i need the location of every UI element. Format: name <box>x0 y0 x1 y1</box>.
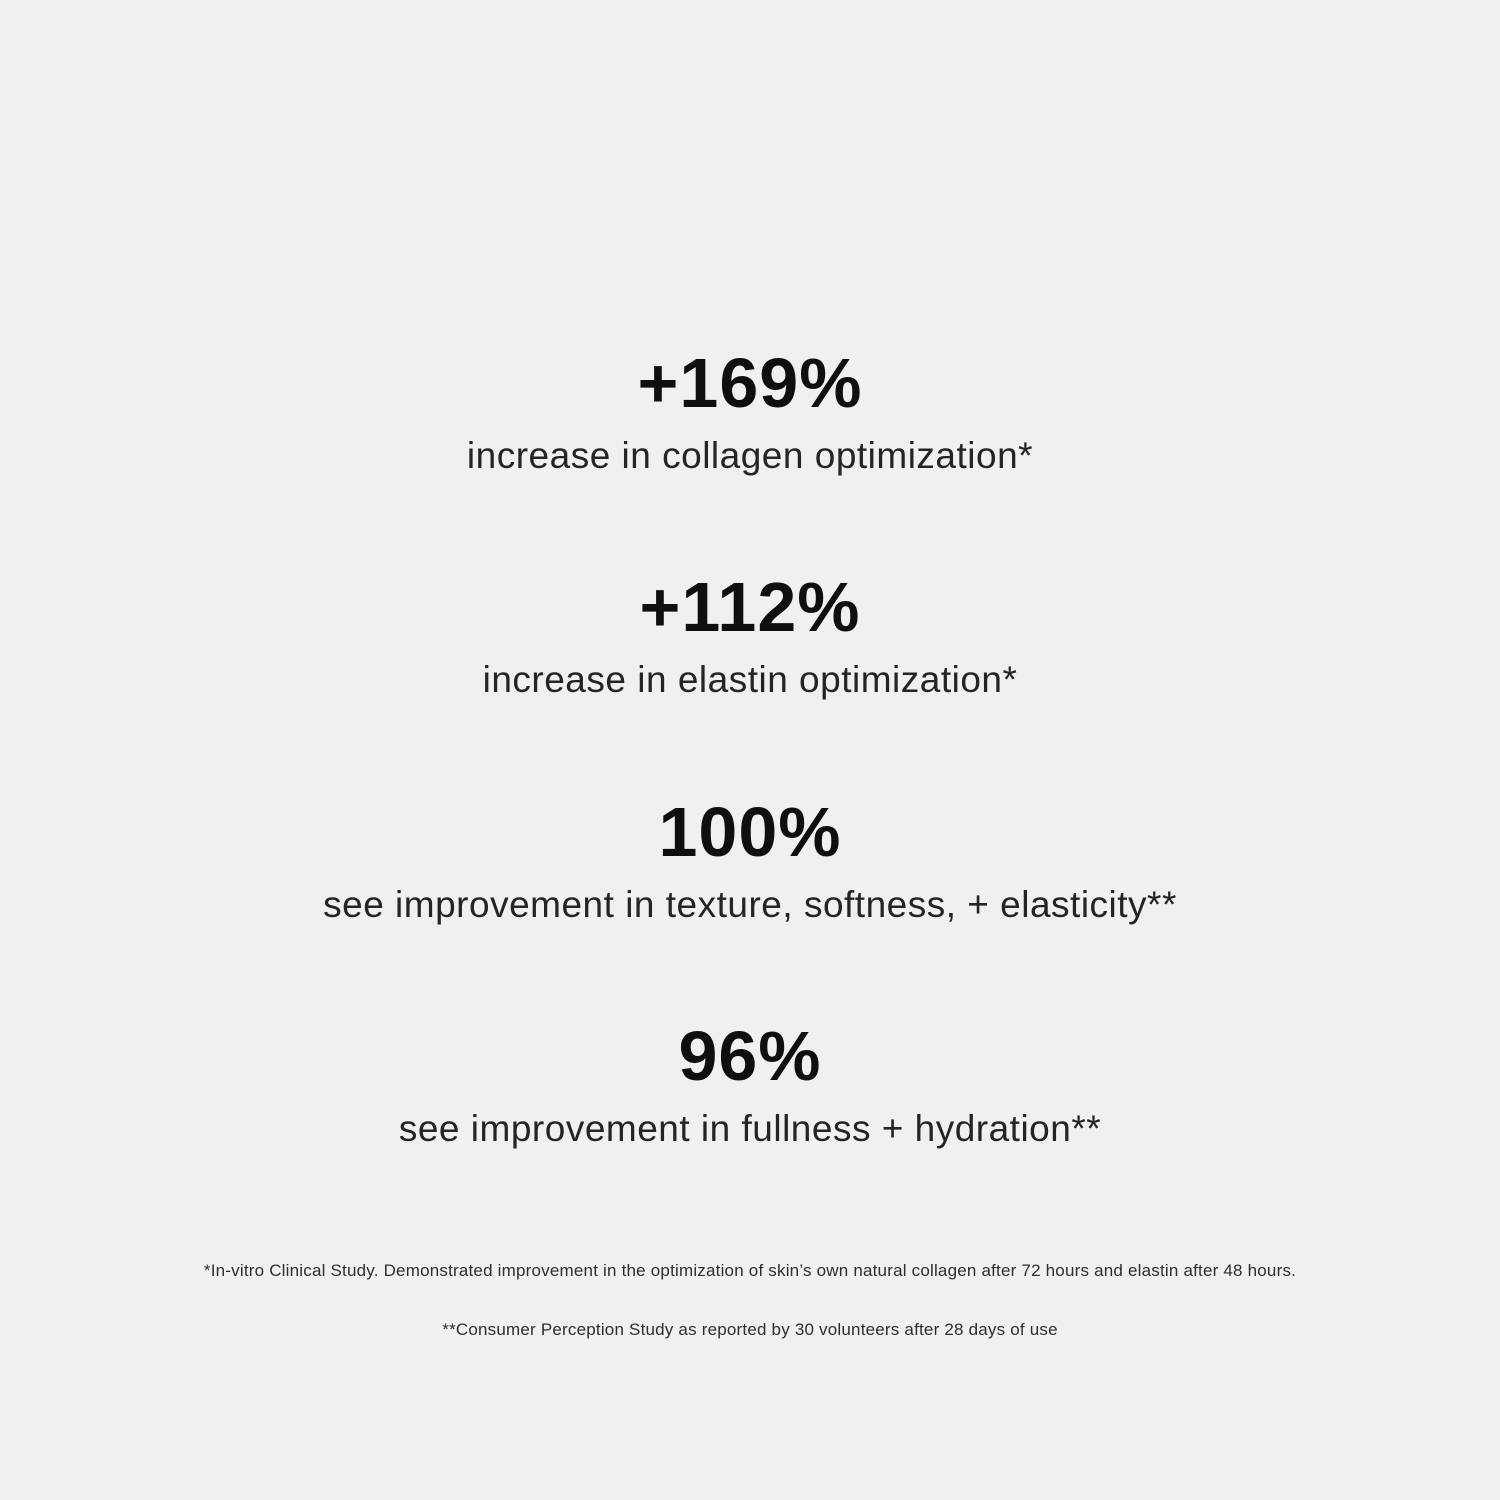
stat-value-texture: 100% <box>658 792 842 871</box>
stat-value-fullness: 96% <box>678 1017 822 1096</box>
stats-section: +169% increase in collagen optimization*… <box>0 348 1500 1152</box>
stat-label-collagen: increase in collagen optimization* <box>466 435 1034 476</box>
footnote-clinical-study: *In-vitro Clinical Study. Demonstrated i… <box>203 1260 1297 1280</box>
footnotes-section: *In-vitro Clinical Study. Demonstrated i… <box>0 1260 1500 1341</box>
stat-label-texture: see improvement in texture, softness, + … <box>323 883 1177 925</box>
stat-block-elastin: +112% increase in elastin optimization* <box>0 572 1500 702</box>
stat-value-elastin: +112% <box>639 568 861 647</box>
footnote-consumer-study: **Consumer Perception Study as reported … <box>442 1319 1058 1339</box>
stat-block-texture: 100% see improvement in texture, softnes… <box>0 797 1500 927</box>
stat-block-collagen: +169% increase in collagen optimization* <box>0 348 1500 478</box>
stat-label-fullness: see improvement in fullness + hydration*… <box>398 1108 1102 1150</box>
stat-value-collagen: +169% <box>637 344 863 422</box>
stat-label-elastin: increase in elastin optimization* <box>482 659 1018 701</box>
stat-block-fullness: 96% see improvement in fullness + hydrat… <box>0 1021 1500 1151</box>
